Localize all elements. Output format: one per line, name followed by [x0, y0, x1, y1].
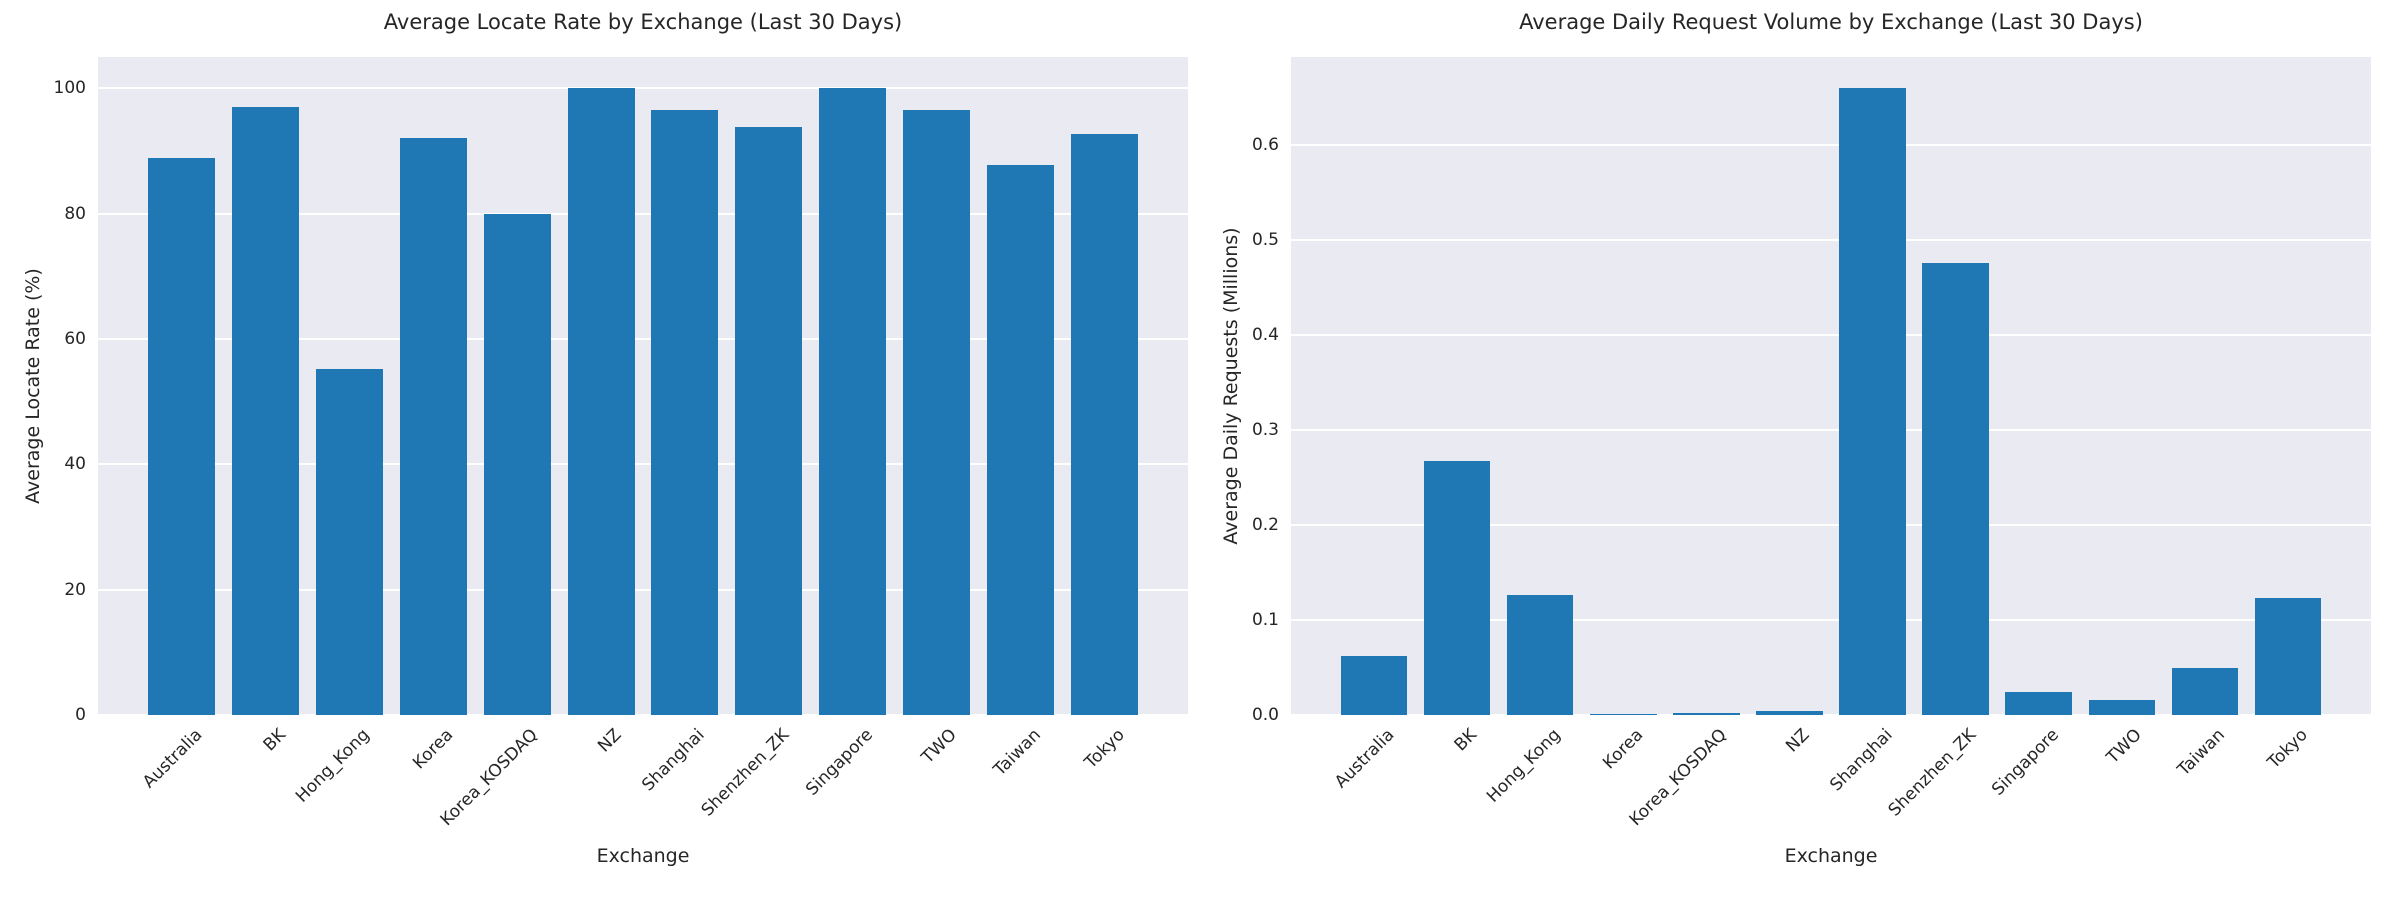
gridline — [1291, 619, 2371, 622]
x-tick-label: BK — [259, 725, 290, 756]
bar-BK — [232, 107, 300, 715]
bar-TWO — [2088, 699, 2155, 715]
gridline — [98, 588, 1188, 591]
gridline — [1291, 239, 2371, 242]
bar-Korea — [1590, 714, 1657, 715]
y-tick-label: 20 — [64, 579, 86, 600]
y-tick-label: 0.4 — [1251, 325, 1279, 346]
x-tick-label: Hong_Kong — [1482, 725, 1565, 807]
bar-Shanghai — [1839, 88, 1906, 715]
x-tick-label: NZ — [1782, 725, 1814, 757]
y-axis-label: Average Daily Requests (Millions) — [1220, 227, 1242, 545]
bar-Hong_Kong — [316, 369, 384, 715]
bar-Shenzhen_ZK — [1922, 263, 1989, 715]
gridline — [1291, 714, 2371, 716]
gridline — [1291, 144, 2371, 147]
y-tick-label: 0.1 — [1251, 610, 1279, 631]
gridline — [98, 338, 1188, 340]
bar-Korea_KOSDAQ — [483, 213, 551, 715]
y-tick-label: 0.5 — [1251, 230, 1279, 251]
bar-Shenzhen_ZK — [735, 126, 803, 715]
y-tick-label: 0.0 — [1251, 705, 1279, 725]
x-tick-label: Korea — [409, 725, 458, 774]
bar-Korea_KOSDAQ — [1673, 713, 1740, 715]
y-axis-label: Average Locate Rate (%) — [22, 268, 44, 504]
plot-area: 0.0 0.1 0.2 0.3 0.4 0.5 0.6 Australia BK Hong_Kon… — [1252, 57, 2371, 830]
x-tick-label: Taiwan — [2173, 725, 2230, 781]
x-tick-label: Hong_Kong — [291, 725, 374, 807]
y-tick-label: 80 — [64, 203, 86, 224]
x-axis-label: Exchange — [596, 845, 690, 867]
y-tick-label: 60 — [64, 329, 86, 349]
y-tick-label: 40 — [64, 454, 86, 475]
gridline — [1291, 524, 2371, 527]
x-tick-label: Shanghai — [638, 725, 710, 796]
gridline — [98, 714, 1188, 716]
plot-area: 0 20 40 60 80 100 Australia BK Hong_Kong Korea Kor… — [54, 57, 1188, 830]
y-tick-label: 0 — [75, 705, 86, 725]
x-tick-label: BK — [1451, 725, 1482, 756]
bar-Singapore — [2005, 692, 2072, 715]
x-tick-label: Korea — [1599, 725, 1648, 774]
chart-title: Average Daily Request Volume by Exchange… — [1519, 10, 2143, 34]
bar-NZ — [567, 88, 635, 715]
x-axis-label: Exchange — [1784, 845, 1878, 867]
y-tick-label: 100 — [53, 78, 86, 99]
x-tick-label: Taiwan — [989, 725, 1045, 781]
x-tick-label: Singapore — [801, 725, 877, 800]
bar-Hong_Kong — [1507, 595, 1574, 715]
y-tick-label: 0.2 — [1251, 515, 1279, 536]
bar-Tokyo — [1070, 134, 1138, 715]
y-tick-label: 0.6 — [1251, 135, 1279, 156]
gridline — [1291, 334, 2371, 337]
x-tick-label: TWO — [917, 725, 961, 768]
x-tick-label: Tokyo — [2264, 725, 2313, 773]
bar-Shanghai — [651, 110, 719, 715]
x-tick-label: Shanghai — [1826, 725, 1897, 796]
x-tick-label: Singapore — [1988, 725, 2063, 800]
gridline — [98, 212, 1188, 215]
x-tick-label: Shenzhen_ZK — [1884, 725, 1980, 821]
bar-TWO — [902, 110, 970, 715]
bar-Taiwan — [2171, 667, 2239, 715]
bar-Taiwan — [986, 164, 1054, 715]
x-tick-label: Australia — [138, 725, 207, 793]
y-tick-label: 0.3 — [1251, 420, 1279, 441]
x-tick-label: Shenzhen_ZK — [697, 725, 793, 821]
x-tick-label: Tokyo — [1080, 725, 1129, 773]
bar-Tokyo — [2254, 598, 2322, 715]
bar-BK — [1423, 460, 1491, 715]
bar-Australia — [148, 157, 216, 715]
x-tick-label: Australia — [1330, 725, 1399, 793]
x-tick-label: NZ — [593, 725, 626, 757]
chart-title: Average Locate Rate by Exchange (Last 30… — [383, 10, 903, 34]
bar-Australia — [1340, 656, 1408, 715]
gridline — [1291, 429, 2371, 432]
bar-NZ — [1756, 711, 1823, 715]
x-tick-label: TWO — [2103, 725, 2146, 768]
gridline — [98, 463, 1188, 466]
bar-Singapore — [819, 88, 887, 715]
gridline — [98, 87, 1188, 90]
bar-Korea — [399, 137, 467, 715]
